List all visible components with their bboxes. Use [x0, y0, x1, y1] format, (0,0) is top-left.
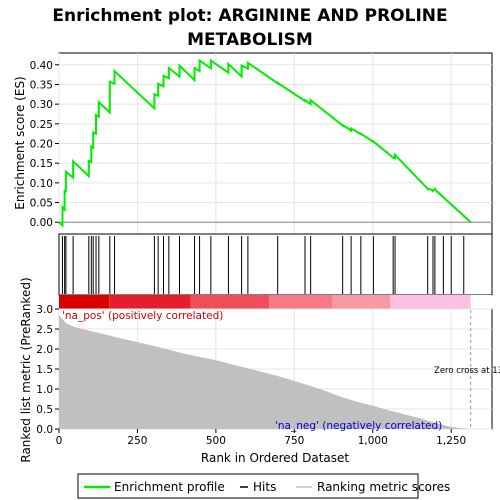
legend-hits-label: Hits	[253, 480, 276, 494]
x-tick-label: 1,250	[436, 435, 466, 447]
ranking-metric-area	[59, 315, 471, 429]
ranked-metric-y-axis-label: Ranked list metric (PreRanked)	[19, 277, 33, 462]
es-y-tick-label: 0.00	[30, 217, 53, 229]
rm-y-tick-label: 2.0	[36, 344, 53, 356]
color-bar-segment	[470, 295, 492, 309]
color-bar-segment	[390, 295, 471, 309]
x-tick-label: 500	[206, 435, 226, 447]
es-y-tick-label: 0.10	[30, 178, 53, 190]
x-tick-label: 750	[284, 435, 304, 447]
x-tick-label: 250	[127, 435, 147, 447]
ranking-color-bar	[59, 295, 492, 309]
es-y-tick-label: 0.15	[30, 158, 53, 170]
es-y-tick-label: 0.20	[30, 139, 53, 151]
rm-y-tick-label: 1.5	[36, 364, 53, 376]
es-y-axis-label: Enrichment score (ES)	[13, 76, 27, 209]
es-y-tick-label: 0.35	[30, 79, 53, 91]
zero-cross-label: Zero cross at 1312	[434, 366, 500, 376]
enrichment-profile-line	[58, 58, 472, 228]
chart-title-line-2: METABOLISM	[187, 30, 313, 50]
es-y-tick-label: 0.30	[30, 99, 53, 111]
es-y-ticks: 0.00 0.05 0.10 0.15 0.20 0.25 0.30 0.35 0.40	[30, 60, 59, 229]
x-ticks: 0 250 500 750 1,000 1,250	[56, 429, 466, 447]
color-bar-segment	[269, 295, 332, 309]
es-y-tick-label: 0.25	[30, 119, 53, 131]
rm-y-tick-label: 3.0	[36, 304, 53, 316]
es-y-tick-label: 0.05	[30, 198, 53, 210]
legend-enrichment-label: Enrichment profile	[114, 480, 225, 494]
negative-correlation-label: 'na_neg' (negatively correlated)	[275, 420, 442, 432]
color-bar-segment	[59, 295, 110, 309]
rm-y-tick-label: 0.0	[36, 424, 53, 436]
color-bar-segment	[190, 295, 270, 309]
color-bar-segment	[109, 295, 191, 309]
legend-box	[77, 473, 419, 499]
legend-ranking-label: Ranking metric scores	[317, 480, 450, 494]
hit-markers	[61, 236, 465, 294]
positive-correlation-label: 'na_pos' (positively correlated)	[62, 310, 223, 322]
chart-title-line-1: Enrichment plot: ARGININE AND PROLINE	[52, 6, 447, 26]
x-tick-label: 0	[56, 435, 63, 447]
rm-y-tick-label: 0.5	[36, 404, 53, 416]
ranked-metric-y-ticks: 0.0 0.5 1.0 1.5 2.0 2.5 3.0	[36, 304, 59, 436]
es-y-tick-label: 0.40	[30, 60, 53, 72]
rm-y-tick-label: 1.0	[36, 384, 53, 396]
x-axis-label: Rank in Ordered Dataset	[201, 451, 349, 465]
x-tick-label: 1,000	[358, 435, 388, 447]
hits-panel	[58, 233, 493, 296]
color-bar-segment	[331, 295, 391, 309]
rm-y-tick-label: 2.5	[36, 324, 53, 336]
